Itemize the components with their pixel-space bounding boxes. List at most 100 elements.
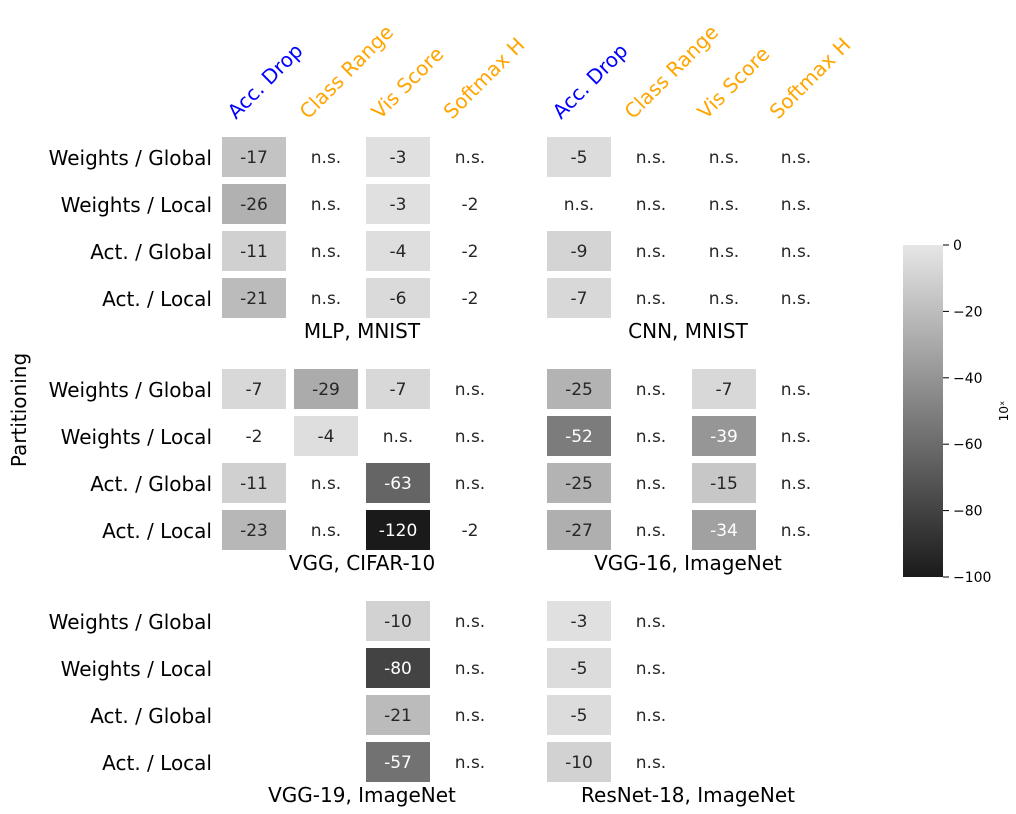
cell-value: n.s. <box>636 521 666 541</box>
heatmap-panels: Weights / Global Weights / Local Act. / Gl… <box>49 137 811 807</box>
cell-value: n.s. <box>781 474 811 494</box>
cell-value: -11 <box>240 242 268 262</box>
cell-value: n.s. <box>564 195 594 215</box>
row-label-2-3: Act. / Local <box>102 751 212 775</box>
cell-value: n.s. <box>455 380 485 400</box>
cell-value: n.s. <box>636 148 666 168</box>
cell-value: n.s. <box>781 427 811 447</box>
cell-value: -10 <box>384 612 412 632</box>
heatmap-cell <box>547 369 611 409</box>
row-label-1-0: Weights / Global <box>49 378 212 402</box>
cell-value: -63 <box>384 474 412 494</box>
cell-value: n.s. <box>709 148 739 168</box>
row-label-1-2: Act. / Global <box>90 472 212 496</box>
colorbar-gradient <box>903 245 943 577</box>
heatmap-cell <box>547 416 611 456</box>
heatmap-cell <box>692 510 756 550</box>
cell-value: -5 <box>571 706 588 726</box>
heatmap-cell <box>547 463 611 503</box>
cell-value: n.s. <box>455 148 485 168</box>
row-label-2-1: Weights / Local <box>61 657 212 681</box>
cell-value: n.s. <box>311 148 341 168</box>
heatmap-cell <box>366 695 430 735</box>
heatmap-cell <box>366 184 430 224</box>
cell-value: n.s. <box>781 289 811 309</box>
cell-value: n.s. <box>781 521 811 541</box>
cell-value: -29 <box>312 380 340 400</box>
heatmap-cell <box>366 742 430 782</box>
heatmap-cell <box>692 463 756 503</box>
cell-value: n.s. <box>709 289 739 309</box>
cell-value: n.s. <box>636 242 666 262</box>
panel-3: -25 n.s. -7 n.s. -52 n.s. -39 n.s. -25 n.s. -15 n.s… <box>547 369 811 575</box>
cell-value: n.s. <box>709 242 739 262</box>
colorbar-tick-label: −100 <box>953 570 991 586</box>
column-header-right-0: Acc. Drop <box>548 39 633 124</box>
row-label-1-1: Weights / Local <box>61 425 212 449</box>
cell-value: -80 <box>384 659 412 679</box>
cell-value: -3 <box>390 195 407 215</box>
cell-value: -52 <box>565 427 593 447</box>
panel-2: Weights / Global Weights / Local Act. / Gl… <box>49 369 485 575</box>
cell-value: n.s. <box>311 242 341 262</box>
heatmap-cell <box>547 648 611 688</box>
row-label-0-1: Weights / Local <box>61 193 212 217</box>
cell-value: -5 <box>571 659 588 679</box>
heatmap-cell <box>222 278 286 318</box>
cell-value: -2 <box>462 289 479 309</box>
heatmap-cell <box>294 369 358 409</box>
cell-value: n.s. <box>781 148 811 168</box>
colorbar-tick-label: −60 <box>953 437 983 453</box>
cell-value: -6 <box>390 289 407 309</box>
panel-0: Weights / Global Weights / Local Act. / Gl… <box>49 137 485 343</box>
heatmap-cell <box>222 231 286 271</box>
cell-value: -57 <box>384 753 412 773</box>
cell-value: n.s. <box>455 659 485 679</box>
cell-value: n.s. <box>781 242 811 262</box>
panel-1: -5 n.s. n.s. n.s. n.s. n.s. n.s. n.s. -9 n.s. n.s.… <box>547 137 811 343</box>
heatmap-cell <box>222 137 286 177</box>
cell-value: n.s. <box>636 753 666 773</box>
cell-value: -39 <box>710 427 738 447</box>
cell-value: n.s. <box>455 706 485 726</box>
cell-value: n.s. <box>311 289 341 309</box>
heatmap-cell <box>366 369 430 409</box>
heatmap-cell <box>366 648 430 688</box>
cell-value: -4 <box>390 242 407 262</box>
heatmap-cell <box>547 510 611 550</box>
cell-value: -21 <box>384 706 412 726</box>
heatmap-cell <box>547 695 611 735</box>
cell-value: -26 <box>240 195 268 215</box>
cell-value: -120 <box>379 521 418 541</box>
cell-value: n.s. <box>636 380 666 400</box>
panel-title-5: ResNet-18, ImageNet <box>581 783 795 807</box>
cell-value: -34 <box>710 521 738 541</box>
heatmap-cell <box>692 369 756 409</box>
cell-value: -7 <box>571 289 588 309</box>
heatmap-cell <box>547 601 611 641</box>
heatmap-cell <box>547 278 611 318</box>
cell-value: -9 <box>571 242 588 262</box>
cell-value: -25 <box>565 380 593 400</box>
colorbar: 0 −20 −40 −60 −80 −100 10ˣ <box>903 238 1011 586</box>
cell-value: -15 <box>710 474 738 494</box>
colorbar-tick-label: 0 <box>953 238 962 254</box>
cell-value: -2 <box>462 521 479 541</box>
cell-value: n.s. <box>455 612 485 632</box>
panel-5: -3 n.s. -5 n.s. -5 n.s. -10 n.s. ResNet-18, Imag… <box>547 601 795 807</box>
cell-value: -23 <box>240 521 268 541</box>
cell-value: -17 <box>240 148 268 168</box>
cell-value: n.s. <box>636 427 666 447</box>
heatmap-cell <box>547 137 611 177</box>
cell-value: n.s. <box>311 195 341 215</box>
heatmap-cell <box>366 510 430 550</box>
cell-value: n.s. <box>455 753 485 773</box>
heatmap-cell <box>366 137 430 177</box>
cell-value: -7 <box>390 380 407 400</box>
cell-value: n.s. <box>636 474 666 494</box>
colorbar-label: 10ˣ <box>997 401 1011 422</box>
cell-value: -27 <box>565 521 593 541</box>
heatmap-cell <box>366 231 430 271</box>
